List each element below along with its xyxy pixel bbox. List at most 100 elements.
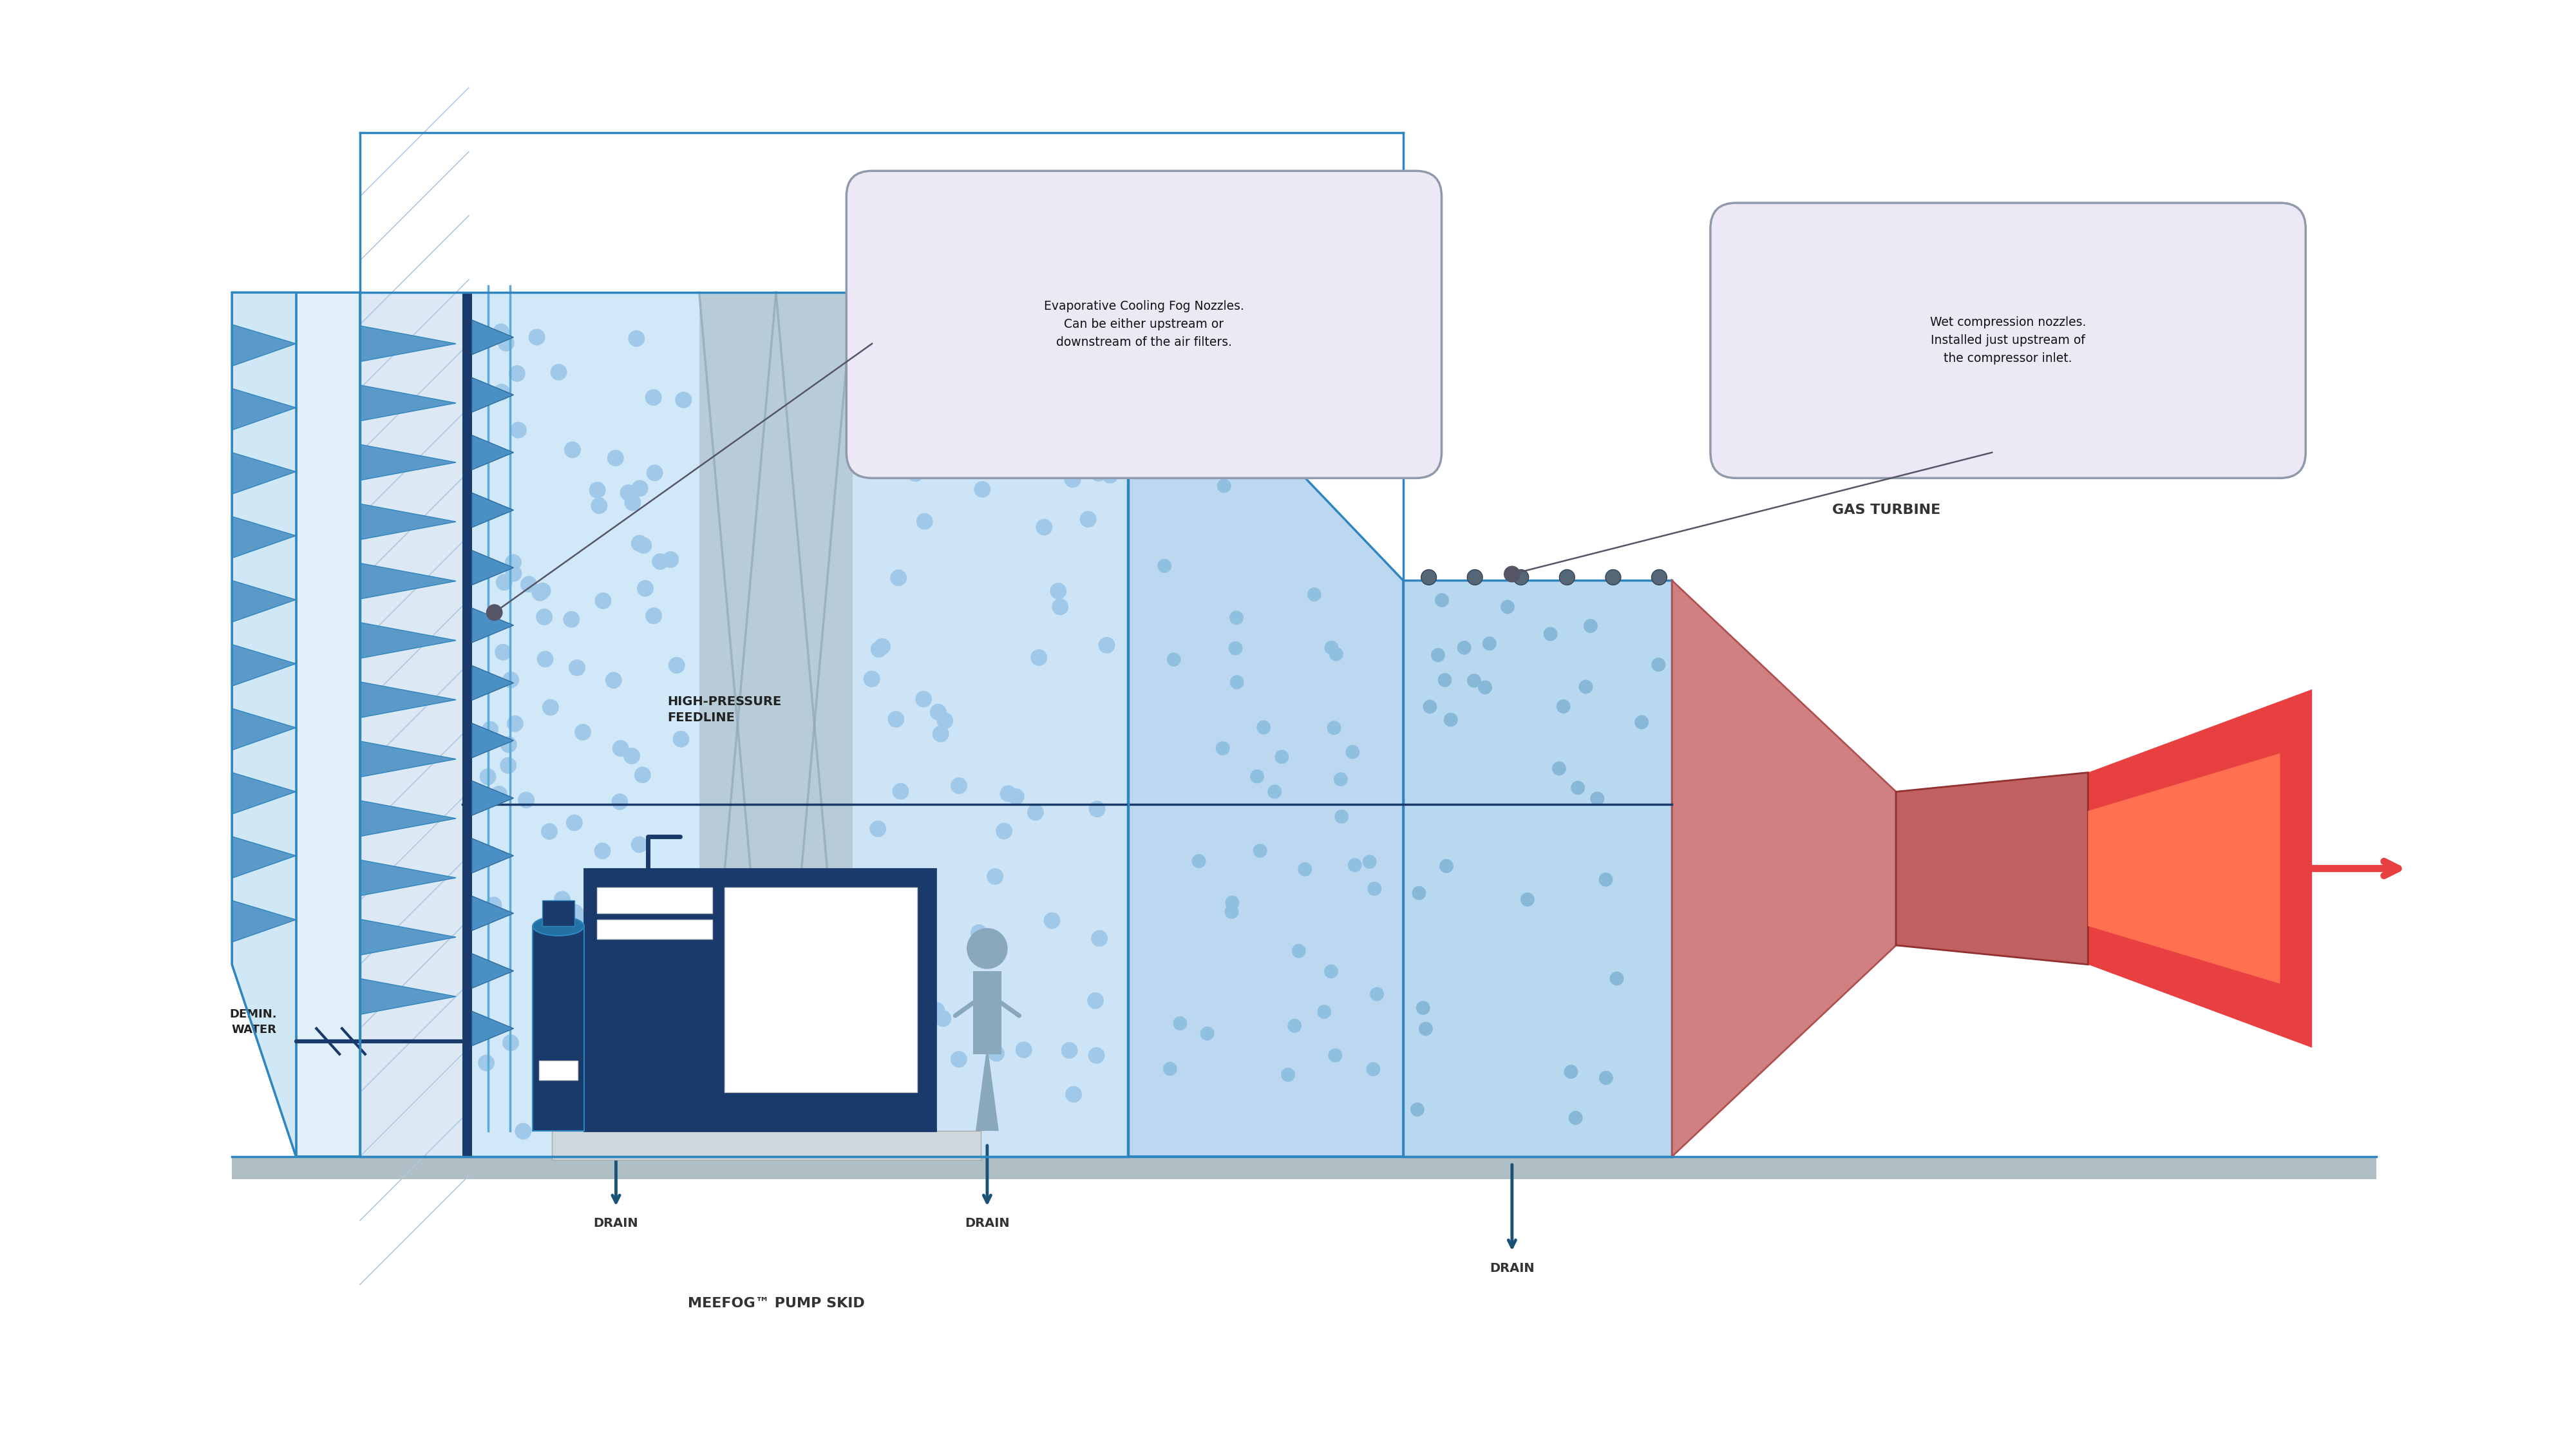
Text: DRAIN: DRAIN <box>1489 1262 1535 1274</box>
Circle shape <box>1043 913 1061 929</box>
Circle shape <box>1226 895 1239 910</box>
Circle shape <box>611 794 629 810</box>
Circle shape <box>621 484 636 501</box>
Circle shape <box>1556 700 1571 713</box>
Polygon shape <box>469 293 698 1156</box>
Circle shape <box>1090 801 1105 817</box>
Circle shape <box>1224 904 1239 919</box>
Circle shape <box>951 1051 966 1068</box>
Circle shape <box>863 1039 878 1055</box>
Circle shape <box>1422 569 1437 585</box>
Circle shape <box>1437 672 1453 687</box>
Circle shape <box>917 923 933 940</box>
Circle shape <box>1020 413 1036 429</box>
Circle shape <box>1334 810 1350 823</box>
Circle shape <box>999 785 1018 801</box>
Circle shape <box>1087 993 1103 1009</box>
Polygon shape <box>232 645 296 685</box>
Circle shape <box>1229 610 1244 625</box>
Circle shape <box>1327 720 1342 735</box>
Circle shape <box>914 691 933 707</box>
Text: GAS TURBINE: GAS TURBINE <box>1832 504 1940 516</box>
Circle shape <box>492 785 507 803</box>
Circle shape <box>479 768 497 785</box>
Polygon shape <box>361 564 456 598</box>
Circle shape <box>541 698 559 716</box>
Circle shape <box>1409 1103 1425 1117</box>
Circle shape <box>531 584 549 601</box>
Polygon shape <box>538 1061 577 1080</box>
Circle shape <box>572 972 587 990</box>
Circle shape <box>507 365 526 383</box>
Circle shape <box>672 730 690 748</box>
Circle shape <box>1329 648 1342 661</box>
FancyBboxPatch shape <box>848 171 1443 478</box>
Circle shape <box>1229 675 1244 690</box>
Circle shape <box>1316 1004 1332 1019</box>
Circle shape <box>907 465 925 481</box>
Circle shape <box>930 704 945 720</box>
Circle shape <box>1097 638 1115 653</box>
Circle shape <box>1651 569 1667 585</box>
Circle shape <box>966 927 1007 969</box>
Circle shape <box>1036 519 1054 536</box>
Circle shape <box>636 968 652 985</box>
Circle shape <box>1087 1048 1105 1064</box>
Circle shape <box>863 671 881 687</box>
Polygon shape <box>471 493 513 527</box>
Circle shape <box>551 364 567 381</box>
Circle shape <box>889 711 904 727</box>
Circle shape <box>634 767 652 784</box>
Circle shape <box>541 1010 559 1026</box>
Circle shape <box>1306 587 1321 601</box>
Circle shape <box>1558 569 1574 585</box>
Text: MEEFOG™ PUMP SKID: MEEFOG™ PUMP SKID <box>688 1297 866 1310</box>
Circle shape <box>647 465 662 481</box>
Polygon shape <box>976 1053 999 1130</box>
Circle shape <box>1324 965 1337 978</box>
Polygon shape <box>471 320 513 355</box>
Circle shape <box>1571 781 1584 796</box>
Circle shape <box>1543 627 1558 640</box>
Circle shape <box>479 1055 495 1071</box>
Circle shape <box>868 980 884 995</box>
Polygon shape <box>361 504 456 539</box>
Circle shape <box>623 748 641 764</box>
Circle shape <box>1007 407 1023 423</box>
Polygon shape <box>471 839 513 872</box>
Circle shape <box>662 551 680 568</box>
Circle shape <box>938 342 953 359</box>
Polygon shape <box>461 293 471 1156</box>
Circle shape <box>1324 640 1340 655</box>
Polygon shape <box>361 385 456 422</box>
Text: Wet compression nozzles.
Installed just upstream of
the compressor inlet.: Wet compression nozzles. Installed just … <box>1929 316 2087 365</box>
Polygon shape <box>361 978 456 1014</box>
Circle shape <box>618 871 636 888</box>
Circle shape <box>1636 716 1649 729</box>
Circle shape <box>1468 569 1484 585</box>
Circle shape <box>1329 1049 1342 1062</box>
Circle shape <box>1157 559 1172 572</box>
Circle shape <box>930 365 945 383</box>
Circle shape <box>631 836 647 853</box>
Circle shape <box>1028 804 1043 820</box>
Circle shape <box>997 823 1012 839</box>
Circle shape <box>1419 1022 1432 1036</box>
Circle shape <box>1345 745 1360 759</box>
Circle shape <box>536 651 554 668</box>
Circle shape <box>1051 326 1069 343</box>
Circle shape <box>652 936 667 952</box>
Circle shape <box>1298 862 1311 877</box>
Circle shape <box>1417 1001 1430 1014</box>
Polygon shape <box>232 516 296 558</box>
Circle shape <box>1066 1087 1082 1103</box>
Circle shape <box>510 422 526 439</box>
Circle shape <box>505 554 520 571</box>
Circle shape <box>1370 987 1383 1001</box>
Polygon shape <box>1404 581 1672 1156</box>
Circle shape <box>935 1010 951 1027</box>
Circle shape <box>987 868 1005 885</box>
Circle shape <box>1103 467 1118 484</box>
Circle shape <box>922 356 938 372</box>
Circle shape <box>1079 391 1097 409</box>
